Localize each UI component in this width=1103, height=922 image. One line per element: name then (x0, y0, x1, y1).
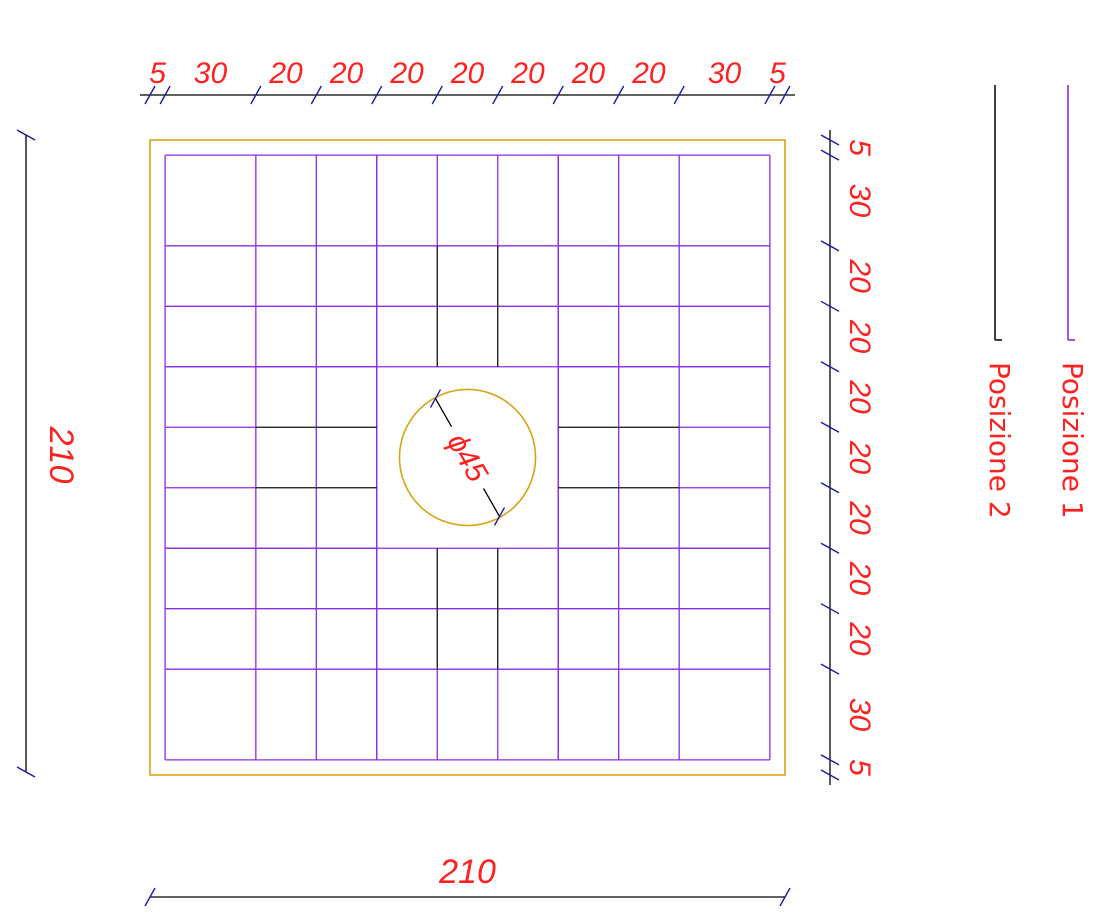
right-dim-tick (820, 769, 840, 781)
top-dim-tick (144, 85, 156, 105)
top-dim-tick (613, 85, 625, 105)
top-dim-label: 20 (389, 57, 424, 90)
top-dim-label: 30 (708, 57, 742, 90)
right-dim-label: 20 (843, 621, 876, 656)
overall-left-tick (16, 766, 36, 778)
top-dimension-chain: 5 30 20 20 20 20 20 20 20 30 5 (140, 57, 795, 105)
top-dim-label: 20 (510, 57, 545, 90)
top-dim-tick (371, 85, 383, 105)
top-dim-label: 20 (571, 57, 606, 90)
overall-bottom-tick (144, 887, 156, 907)
right-dim-tick (820, 300, 840, 312)
top-dim-tick (310, 85, 322, 105)
hole-diameter-dim-line (434, 398, 453, 427)
right-dim-tick (820, 482, 840, 494)
overall-left-dim-ticks (16, 129, 36, 778)
overall-bottom-dimension: 210 (144, 853, 791, 907)
top-dim-label: 20 (329, 57, 364, 90)
legend-label-position-2: Posizione 2 (983, 362, 1016, 519)
top-dim-label: 20 (631, 57, 666, 90)
top-dim-tick (552, 85, 564, 105)
overall-bottom-dim-label: 210 (438, 853, 496, 891)
right-dim-label: 20 (843, 319, 876, 354)
right-dim-tick (820, 421, 840, 433)
top-dim-tick (779, 85, 791, 105)
legend-label-position-1: Posizione 1 (1056, 362, 1089, 519)
top-dim-tick (431, 85, 443, 105)
right-dim-tick (820, 361, 840, 373)
central-hole-circle (398, 388, 537, 527)
right-dim-label: 20 (843, 561, 876, 596)
hole-diameter-label: ϕ45 (440, 428, 494, 488)
right-dim-tick (820, 603, 840, 615)
right-dim-label: 30 (843, 698, 876, 732)
right-dim-label: 5 (843, 759, 876, 776)
reinforcement-position-2 (255, 245, 680, 670)
legend: Posizione 1 Posizione 2 (983, 85, 1089, 519)
top-dim-tick (673, 85, 685, 105)
right-dim-label: 30 (843, 184, 876, 218)
hole-dim-tick (493, 507, 506, 526)
reinforcement-position-1 (164, 154, 771, 761)
right-dim-label: 20 (843, 440, 876, 475)
right-dim-tick (820, 134, 840, 146)
top-dim-tick (764, 85, 776, 105)
hole-diameter-dim-line (482, 488, 501, 517)
overall-left-tick (16, 129, 36, 141)
right-dim-tick (820, 542, 840, 554)
right-dim-tick (820, 240, 840, 252)
hole-dim-tick (429, 389, 442, 408)
overall-bottom-dim-ticks (144, 887, 791, 907)
slab-outline (149, 139, 786, 776)
top-dim-label: 20 (450, 57, 485, 90)
top-dim-label: 30 (194, 57, 228, 90)
hole-diameter-ticks (429, 389, 506, 526)
overall-bottom-tick (779, 887, 791, 907)
top-dim-tick (250, 85, 262, 105)
right-dim-label: 20 (843, 258, 876, 293)
top-dim-label: 5 (769, 57, 786, 90)
right-dimension-chain: 5 30 20 20 20 20 20 20 20 30 5 (820, 130, 876, 785)
top-dim-label: 20 (268, 57, 303, 90)
top-dim-tick (159, 85, 171, 105)
top-dim-label: 5 (149, 57, 166, 90)
overall-left-dimension: 210 (16, 129, 80, 778)
right-dim-tick (820, 663, 840, 675)
right-dim-label: 5 (843, 139, 876, 156)
right-dim-tick (820, 149, 840, 161)
right-dim-label: 20 (843, 379, 876, 414)
right-dim-label: 20 (843, 500, 876, 535)
overall-left-dim-label: 210 (42, 426, 80, 484)
right-dim-tick (820, 754, 840, 766)
top-dim-tick (492, 85, 504, 105)
